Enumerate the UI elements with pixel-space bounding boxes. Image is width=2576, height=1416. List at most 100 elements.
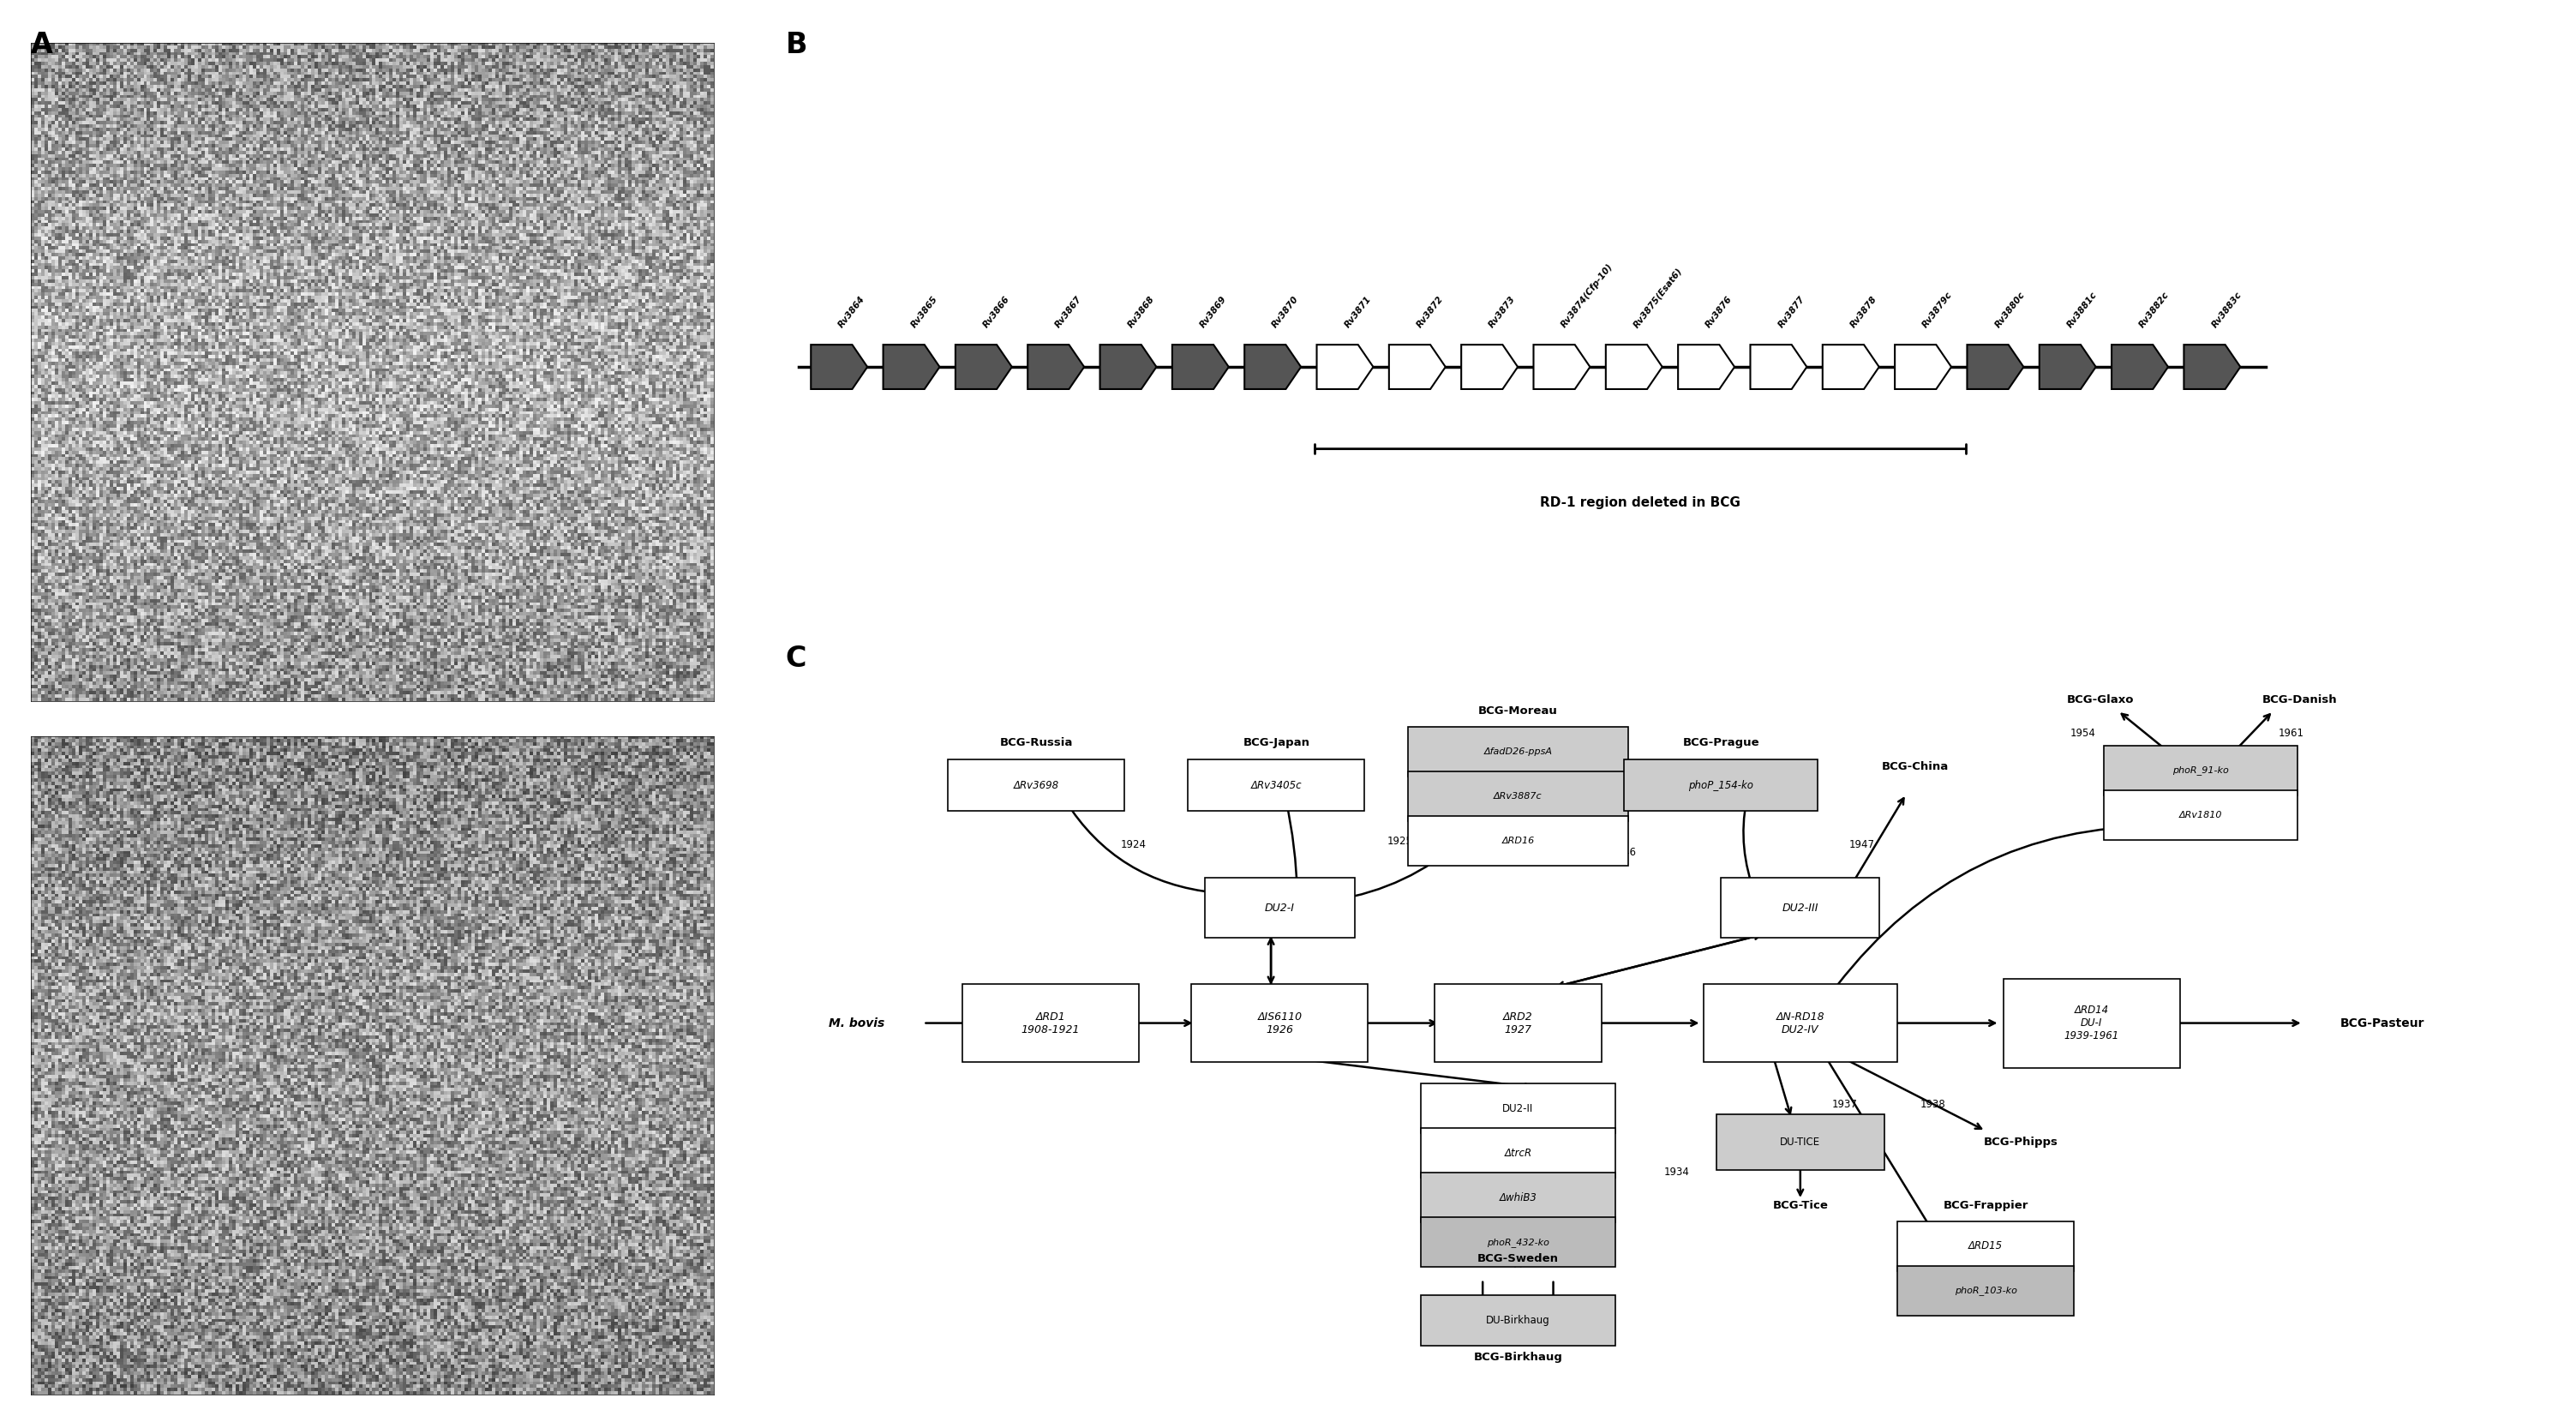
Text: BCG-Sweden: BCG-Sweden xyxy=(1476,1253,1558,1264)
FancyBboxPatch shape xyxy=(1206,878,1355,937)
FancyArrow shape xyxy=(2184,344,2241,389)
FancyArrow shape xyxy=(1896,344,1953,389)
Text: 1924: 1924 xyxy=(1121,840,1146,850)
FancyArrow shape xyxy=(1749,344,1806,389)
FancyArrow shape xyxy=(956,344,1012,389)
FancyArrow shape xyxy=(1968,344,2025,389)
FancyArrow shape xyxy=(1100,344,1157,389)
Text: Rv3880c: Rv3880c xyxy=(1994,290,2027,329)
Text: Rv3869: Rv3869 xyxy=(1198,295,1229,329)
FancyBboxPatch shape xyxy=(1716,1114,1883,1170)
Text: BCG-Frappier: BCG-Frappier xyxy=(1942,1199,2027,1211)
FancyBboxPatch shape xyxy=(1422,1296,1615,1345)
Text: Rv3868: Rv3868 xyxy=(1126,295,1157,329)
Text: Rv3864: Rv3864 xyxy=(837,295,868,329)
FancyBboxPatch shape xyxy=(1721,878,1880,937)
Text: ΔRv3887c: ΔRv3887c xyxy=(1494,792,1543,800)
Text: Rv3875(Esat6): Rv3875(Esat6) xyxy=(1633,266,1685,329)
Text: Rv3882c: Rv3882c xyxy=(2138,290,2172,329)
Text: DU2-I: DU2-I xyxy=(1265,902,1296,913)
FancyArrow shape xyxy=(884,344,940,389)
FancyArrow shape xyxy=(1316,344,1373,389)
FancyArrow shape xyxy=(1172,344,1229,389)
Text: Rv3883c: Rv3883c xyxy=(2210,290,2244,329)
FancyBboxPatch shape xyxy=(1623,759,1819,811)
Text: C: C xyxy=(786,644,806,673)
FancyBboxPatch shape xyxy=(1422,1172,1615,1222)
FancyArrow shape xyxy=(811,344,868,389)
Text: BCG-Glaxo: BCG-Glaxo xyxy=(2066,694,2133,705)
FancyBboxPatch shape xyxy=(948,759,1126,811)
FancyArrow shape xyxy=(1388,344,1445,389)
Text: 1946: 1946 xyxy=(1610,847,1636,858)
Text: ΔN-RD18
DU2-IV: ΔN-RD18 DU2-IV xyxy=(1775,1011,1824,1035)
FancyBboxPatch shape xyxy=(1406,772,1628,821)
Text: RD-1 region deleted in BCG: RD-1 region deleted in BCG xyxy=(1540,497,1741,510)
FancyBboxPatch shape xyxy=(2105,745,2298,796)
FancyBboxPatch shape xyxy=(963,984,1139,1062)
Text: ΔRv3405c: ΔRv3405c xyxy=(1252,780,1301,790)
Text: DU-TICE: DU-TICE xyxy=(1780,1137,1821,1147)
FancyArrow shape xyxy=(2112,344,2169,389)
FancyBboxPatch shape xyxy=(2004,978,2179,1068)
Text: Rv3872: Rv3872 xyxy=(1414,295,1445,329)
Text: BCG-Birkhaug: BCG-Birkhaug xyxy=(1473,1352,1564,1364)
FancyBboxPatch shape xyxy=(1422,1218,1615,1267)
FancyBboxPatch shape xyxy=(1188,759,1365,811)
Text: 1954: 1954 xyxy=(2071,728,2094,739)
Text: 1961: 1961 xyxy=(2277,728,2303,739)
Text: ΔRD14
DU-I
1939-1961: ΔRD14 DU-I 1939-1961 xyxy=(2063,1004,2120,1042)
Text: ΔfadD26-ppsA: ΔfadD26-ppsA xyxy=(1484,748,1553,756)
Text: DU2-II: DU2-II xyxy=(1502,1103,1533,1114)
Text: Rv3871: Rv3871 xyxy=(1342,295,1373,329)
Text: BCG-Phipps: BCG-Phipps xyxy=(1984,1137,2058,1147)
Text: BCG-China: BCG-China xyxy=(1880,760,1947,772)
FancyBboxPatch shape xyxy=(1899,1266,2074,1315)
Text: 1937: 1937 xyxy=(1832,1099,1857,1110)
Text: Rv3881c: Rv3881c xyxy=(2066,290,2099,329)
Text: DU2-III: DU2-III xyxy=(1783,902,1819,913)
Text: BCG-Pasteur: BCG-Pasteur xyxy=(2342,1017,2424,1029)
Text: 1938: 1938 xyxy=(1919,1099,1945,1110)
FancyArrow shape xyxy=(1244,344,1301,389)
FancyArrow shape xyxy=(1461,344,1517,389)
FancyArrow shape xyxy=(2040,344,2097,389)
FancyArrow shape xyxy=(1824,344,1878,389)
Text: phoR_432-ko: phoR_432-ko xyxy=(1486,1238,1548,1247)
Text: BCG-Tice: BCG-Tice xyxy=(1772,1199,1829,1211)
Text: ΔRD1
1908-1921: ΔRD1 1908-1921 xyxy=(1020,1011,1079,1035)
Text: BCG-Prague: BCG-Prague xyxy=(1682,738,1759,749)
Text: phoR_103-ko: phoR_103-ko xyxy=(1955,1286,2017,1296)
Text: ΔwhiB3: ΔwhiB3 xyxy=(1499,1192,1538,1204)
FancyBboxPatch shape xyxy=(1193,984,1368,1062)
Text: Rv3878: Rv3878 xyxy=(1850,295,1878,329)
Text: Rv3874(Cfp-10): Rv3874(Cfp-10) xyxy=(1558,262,1615,329)
Text: BCG-Danish: BCG-Danish xyxy=(2262,694,2336,705)
FancyBboxPatch shape xyxy=(1703,984,1899,1062)
FancyArrow shape xyxy=(1605,344,1662,389)
Text: 1947: 1947 xyxy=(1850,840,1875,850)
Text: 1934: 1934 xyxy=(1664,1167,1690,1177)
Text: Rv3873: Rv3873 xyxy=(1486,295,1517,329)
FancyArrow shape xyxy=(1533,344,1589,389)
Text: BCG-Japan: BCG-Japan xyxy=(1242,738,1309,749)
FancyArrow shape xyxy=(1677,344,1734,389)
Text: ΔtrcR: ΔtrcR xyxy=(1504,1147,1533,1158)
FancyBboxPatch shape xyxy=(1406,816,1628,865)
Text: Rv3867: Rv3867 xyxy=(1054,295,1084,329)
Text: Rv3865: Rv3865 xyxy=(909,295,940,329)
FancyBboxPatch shape xyxy=(1435,984,1602,1062)
Text: M. bovis: M. bovis xyxy=(829,1017,884,1029)
FancyBboxPatch shape xyxy=(1422,1083,1615,1133)
Text: phoP_154-ko: phoP_154-ko xyxy=(1687,780,1754,790)
Text: ΔIS6110
1926: ΔIS6110 1926 xyxy=(1257,1011,1301,1035)
FancyArrow shape xyxy=(1028,344,1084,389)
FancyBboxPatch shape xyxy=(1406,726,1628,776)
Text: 1925: 1925 xyxy=(1386,835,1412,847)
FancyBboxPatch shape xyxy=(1899,1221,2074,1272)
Text: Rv3879c: Rv3879c xyxy=(1922,290,1955,329)
Text: ΔRv3698: ΔRv3698 xyxy=(1012,780,1059,790)
Text: ΔRD2
1927: ΔRD2 1927 xyxy=(1502,1011,1533,1035)
Text: ΔRD16: ΔRD16 xyxy=(1502,837,1535,845)
Text: phoR_91-ko: phoR_91-ko xyxy=(2172,766,2228,775)
